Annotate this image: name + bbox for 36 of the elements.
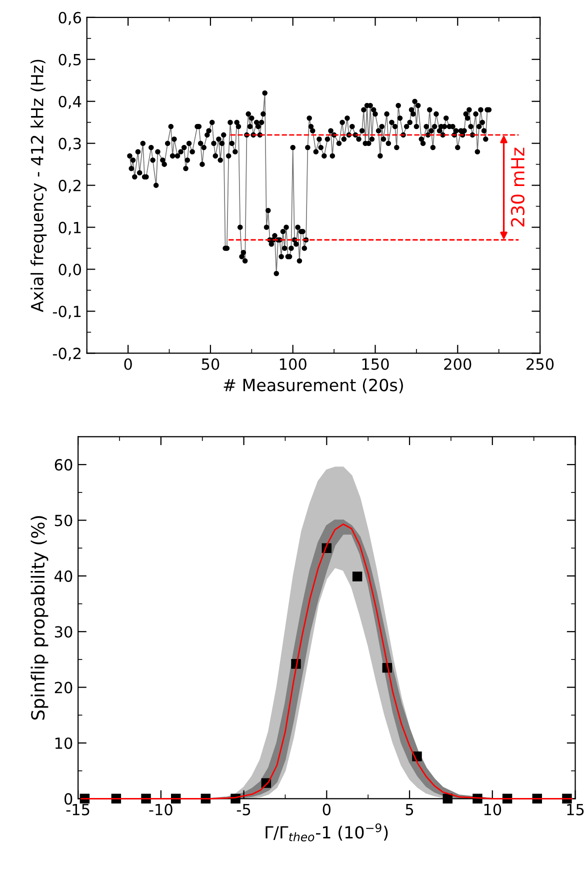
y-tick-label: 0,5 <box>58 54 81 67</box>
y-tick-label: 30 <box>54 626 72 638</box>
annotation: 230 mHz <box>510 148 525 227</box>
y-tick-label: 10 <box>55 737 72 749</box>
x-tick-label: 150 <box>362 358 389 370</box>
x-tick-label: -5 <box>236 804 250 816</box>
y-tick-label: 0,3 <box>58 138 81 151</box>
x-tick-label: -15 <box>66 804 90 816</box>
y-tick-label: -0,2 <box>52 348 80 361</box>
y-tick-label: 40 <box>54 570 72 582</box>
y-tick-label: 20 <box>54 682 72 694</box>
y-tick-label: 0,0 <box>58 264 81 277</box>
y-tick-label: 0,1 <box>58 222 81 235</box>
x-tick-label: 0 <box>124 358 132 370</box>
y-tick-label: 50 <box>54 514 72 526</box>
x-tick-label: 0 <box>322 804 331 816</box>
x-tick-label: 250 <box>526 358 554 370</box>
y-tick-label: 0 <box>64 793 72 805</box>
x-tick-label: 5 <box>406 804 414 816</box>
y-tick-label: 0,4 <box>58 96 82 109</box>
x-tick-label: 100 <box>280 358 306 370</box>
x-axis-title: # Measurement (20s) <box>224 378 403 394</box>
y-tick-label: 0,2 <box>58 180 80 193</box>
y-tick-label: 60 <box>54 459 72 471</box>
x-tick-label: 200 <box>444 358 472 370</box>
y-tick-label: -0,1 <box>52 306 81 319</box>
x-tick-label: 15 <box>567 804 584 816</box>
y-axis-title: Axial frequency - 412 kHz (Hz) <box>30 60 47 312</box>
point <box>442 794 453 804</box>
x-tick-label: 10 <box>484 804 502 816</box>
x-tick-label: 50 <box>202 358 220 370</box>
point <box>352 572 362 582</box>
y-tick-label: 0,6 <box>58 12 82 25</box>
x-axis-title: Γ/Γ$_{theo}$-1 (10$^{−9}$) <box>266 823 388 842</box>
y-axis-title: Spinflip propability (%) <box>30 516 48 720</box>
x-tick-label: -10 <box>149 804 172 816</box>
